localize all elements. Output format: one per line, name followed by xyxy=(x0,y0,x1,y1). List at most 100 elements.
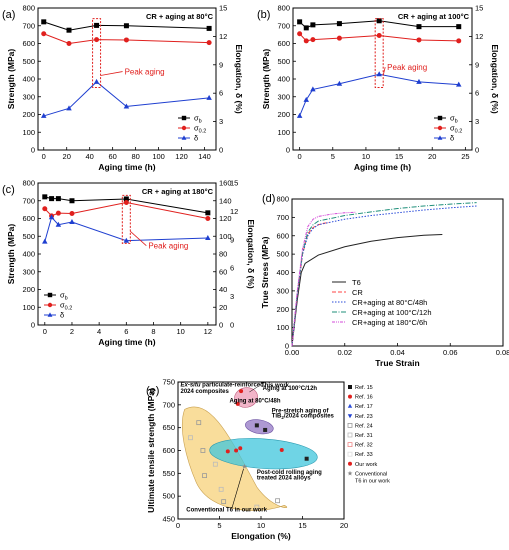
y2-tick-label: 160 xyxy=(219,179,232,188)
data-point xyxy=(123,200,129,206)
annotation-exsitu-line2: 2024 composites xyxy=(180,389,229,395)
legend-label: σ0.2 xyxy=(194,124,206,135)
legend-label: CR xyxy=(352,288,363,297)
legend-marker xyxy=(47,292,53,298)
annotation-arrow xyxy=(249,385,260,393)
y-tick-label: 400 xyxy=(22,75,35,84)
legend-label: Ref. 17 xyxy=(355,404,373,410)
legend-marker xyxy=(347,470,353,476)
legend-label: σb xyxy=(450,114,458,125)
x-axis-label: Aging time (h) xyxy=(98,337,155,347)
series-line-2 xyxy=(43,81,210,117)
y-axis-label: Strength (MPa) xyxy=(6,224,16,285)
panel-label: (b) xyxy=(257,9,270,21)
data-point xyxy=(336,35,342,41)
data-point xyxy=(225,449,230,454)
data-point xyxy=(304,456,309,461)
panel-label: (d) xyxy=(262,193,275,205)
y-tick-label: 300 xyxy=(276,286,289,295)
data-point xyxy=(336,80,343,86)
data-point xyxy=(66,105,72,111)
y2-tick-label: 100 xyxy=(219,232,232,241)
y2-tick-label: 140 xyxy=(219,196,232,205)
legend-marker xyxy=(348,461,352,466)
data-point xyxy=(218,486,224,492)
x-tick-label: 15 xyxy=(298,521,306,530)
annotation-cold-rolling: Post-cold rolling aging xyxy=(257,470,322,476)
legend-label: CR+aging at 100°C/12h xyxy=(352,308,432,317)
y2-tick-label: 20 xyxy=(219,303,227,312)
series-line-2 xyxy=(299,73,459,117)
y2-tick-label: 12 xyxy=(219,32,227,41)
data-point xyxy=(42,206,48,212)
y2-tick-label: 6 xyxy=(475,89,479,98)
legend-marker xyxy=(437,115,443,121)
x-tick-label: 0 xyxy=(298,152,302,161)
x-tick-label: 8 xyxy=(151,327,155,336)
y-tick-label: 550 xyxy=(162,469,175,478)
peak-arrow xyxy=(130,231,147,246)
x-tick-label: 20 xyxy=(63,152,71,161)
y2-tick-label: 80 xyxy=(219,250,227,259)
y-axis-label: True Stress (MPa) xyxy=(260,236,270,308)
plot-frame xyxy=(37,7,217,151)
chart-panel-d: 0.00 0.02 0.04 0.06 0.08 0 100 200 300 400 500 600 7… xyxy=(260,193,509,368)
legend-label-line2: T6 in our work xyxy=(355,478,390,484)
data-point xyxy=(303,38,309,44)
legend-marker xyxy=(347,422,353,428)
panel-label: (e) xyxy=(146,385,159,397)
data-point xyxy=(297,19,303,25)
legend-marker xyxy=(348,385,352,389)
annotation-this-work: This work xyxy=(261,383,290,389)
legend-label: σb xyxy=(194,114,202,125)
chart-panel-e: 0 5 10 15 20 450 500 550 600 650 700 750 Elongation … xyxy=(146,378,390,542)
data-point xyxy=(296,112,303,118)
x-tick-label: 5 xyxy=(217,521,221,530)
y-tick-label: 200 xyxy=(276,305,289,314)
data-point xyxy=(69,198,75,204)
legend-marker xyxy=(347,432,353,438)
x-tick-label: 0 xyxy=(176,521,180,530)
y2-tick-label: 60 xyxy=(219,267,227,276)
x-tick-label: 0.08 xyxy=(496,348,509,357)
data-point xyxy=(235,401,240,406)
legend-label: δ xyxy=(450,134,454,143)
x-axis-label: True Strain xyxy=(375,358,419,368)
data-point xyxy=(55,210,61,216)
y2-mirror-tick-label: 0 xyxy=(230,321,234,330)
data-point xyxy=(310,86,316,92)
stress-strain-curve-3 xyxy=(291,202,477,347)
cold-rolling-region xyxy=(209,438,318,470)
x-tick-label: 6 xyxy=(124,327,128,336)
y-tick-label: 600 xyxy=(162,446,175,455)
chart-title: CR + aging at 100°C xyxy=(398,12,470,21)
x-tick-label: 80 xyxy=(131,152,139,161)
chart-panel-b: 0 5 10 15 20 25 0 100 200 300 400 500 600 700 800 0 3 6 9 1… xyxy=(257,4,500,173)
legend-marker xyxy=(47,302,53,308)
prestretch-region xyxy=(245,419,274,435)
y2-axis-label: Elongation, δ (%) xyxy=(234,44,244,114)
y2-tick-label: 3 xyxy=(219,117,223,126)
data-point xyxy=(234,448,239,453)
data-point xyxy=(205,210,211,216)
y2-axis-label: Elongation, δ (%) xyxy=(246,219,256,289)
legend-marker xyxy=(47,312,53,317)
stress-strain-curve-1 xyxy=(291,222,329,347)
y2-tick-label: 0 xyxy=(219,321,223,330)
y-tick-label: 800 xyxy=(277,4,290,13)
y-tick-label: 200 xyxy=(277,110,290,119)
y-tick-label: 100 xyxy=(22,128,35,137)
data-point xyxy=(55,196,61,202)
y-tick-label: 0 xyxy=(31,321,35,330)
y-tick-label: 300 xyxy=(22,92,35,101)
legend-label: Our work xyxy=(355,462,378,468)
annotation-aging-80: Aging at 80°C/48h xyxy=(229,399,280,405)
annotation-arrow xyxy=(231,468,244,509)
y-tick-label: 700 xyxy=(22,21,35,30)
y2-mirror-tick-label: 3 xyxy=(230,292,234,301)
x-tick-label: 12 xyxy=(204,327,212,336)
data-point xyxy=(376,33,382,39)
y-tick-label: 400 xyxy=(22,250,35,259)
data-point xyxy=(254,423,259,428)
